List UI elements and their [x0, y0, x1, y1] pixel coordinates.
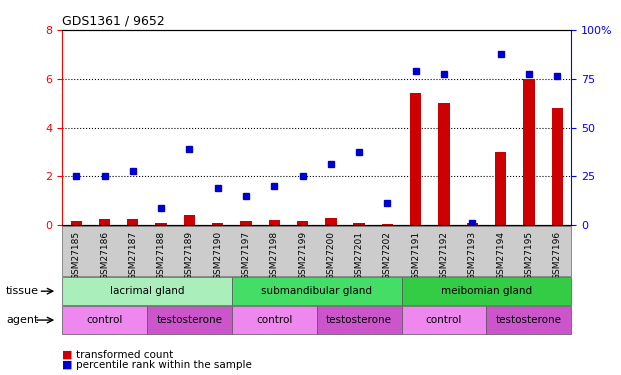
Bar — [71, 221, 82, 225]
Text: testosterone: testosterone — [496, 315, 562, 325]
Bar — [240, 221, 252, 225]
Text: agent: agent — [6, 315, 39, 325]
Text: testosterone: testosterone — [156, 315, 222, 325]
Text: submandibular gland: submandibular gland — [261, 286, 372, 296]
Bar — [382, 224, 393, 225]
Text: lacrimal gland: lacrimal gland — [110, 286, 184, 296]
Text: transformed count: transformed count — [76, 350, 173, 360]
Bar — [410, 93, 422, 225]
Text: control: control — [256, 315, 292, 325]
Bar — [184, 215, 195, 225]
Bar — [551, 108, 563, 225]
Text: tissue: tissue — [6, 286, 39, 296]
Bar — [212, 223, 224, 225]
Bar — [466, 223, 478, 225]
Bar — [99, 219, 110, 225]
Text: control: control — [86, 315, 123, 325]
Bar — [269, 220, 280, 225]
Text: GDS1361 / 9652: GDS1361 / 9652 — [62, 15, 165, 27]
Text: meibomian gland: meibomian gland — [441, 286, 532, 296]
Bar — [297, 221, 308, 225]
Text: control: control — [426, 315, 462, 325]
Bar — [155, 223, 167, 225]
Text: ■: ■ — [62, 350, 73, 360]
Bar — [524, 79, 535, 225]
Text: ■: ■ — [62, 360, 73, 370]
Text: testosterone: testosterone — [326, 315, 392, 325]
Bar — [353, 223, 365, 225]
Bar — [495, 152, 506, 225]
Bar — [438, 103, 450, 225]
Bar — [127, 219, 138, 225]
Text: percentile rank within the sample: percentile rank within the sample — [76, 360, 252, 370]
Bar — [325, 217, 337, 225]
